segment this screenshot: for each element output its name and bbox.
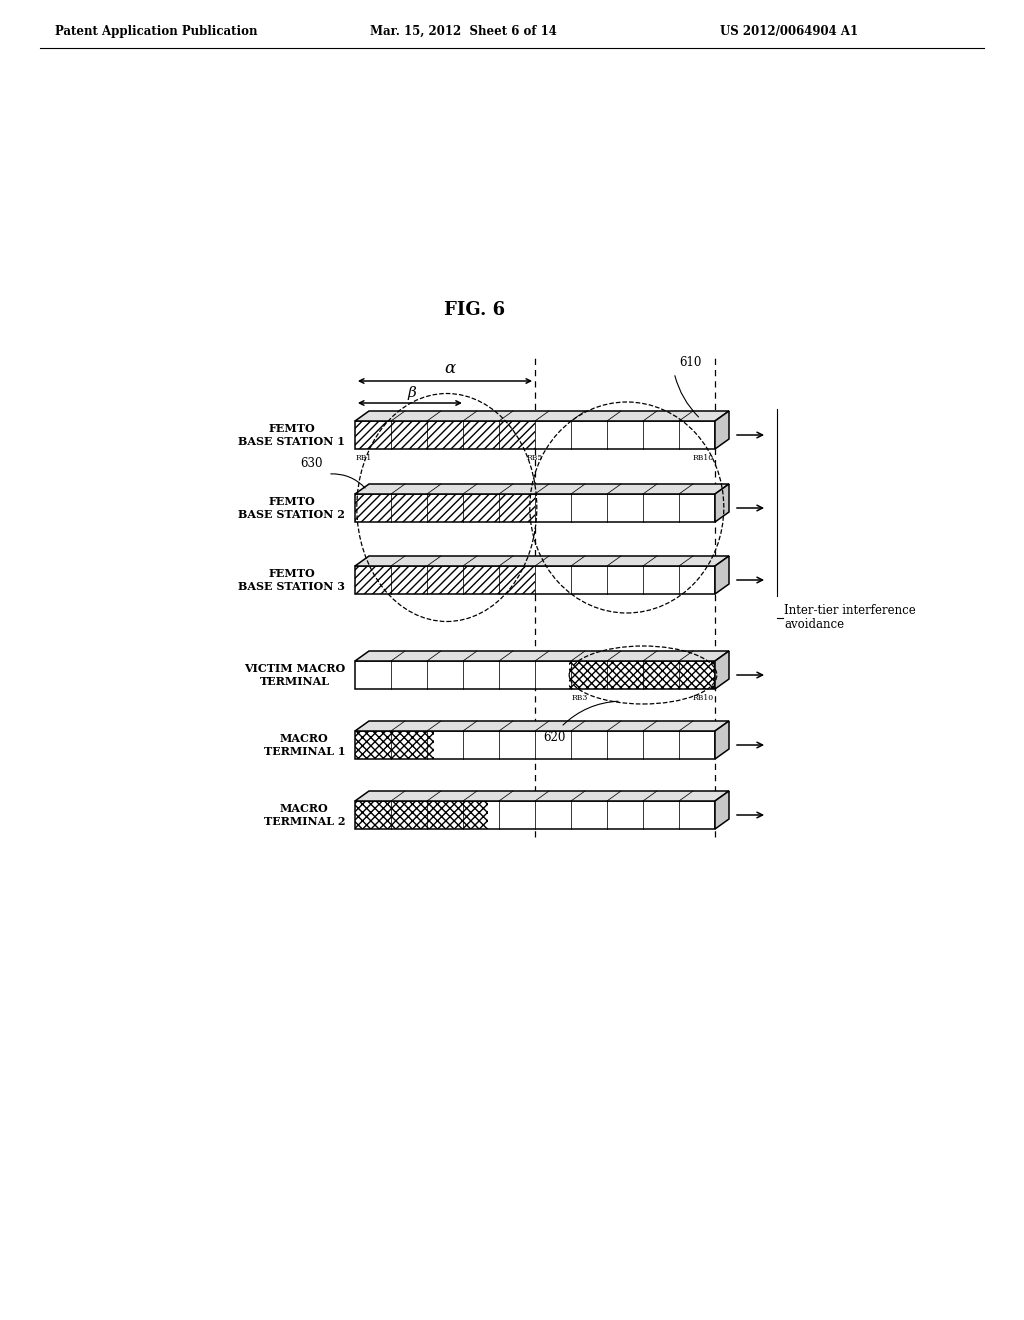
Bar [355,494,715,521]
Text: RB5: RB5 [527,454,543,462]
Text: Patent Application Publication: Patent Application Publication [55,25,257,38]
Text: Inter-tier interference
avoidance: Inter-tier interference avoidance [784,603,915,631]
Text: FIG. 6: FIG. 6 [444,301,506,319]
Text: α: α [444,360,456,378]
Text: 630: 630 [300,457,323,470]
Polygon shape [355,721,729,731]
Polygon shape [715,484,729,521]
Bar [355,801,488,829]
Text: MACRO
TERMINAL 2: MACRO TERMINAL 2 [263,803,345,826]
Polygon shape [715,411,729,449]
Text: RB1: RB1 [356,454,373,462]
Polygon shape [715,791,729,829]
Polygon shape [355,411,729,421]
Polygon shape [355,791,729,801]
Text: FEMTO
BASE STATION 1: FEMTO BASE STATION 1 [239,424,345,447]
Text: RB3: RB3 [571,694,588,702]
Text: FEMTO
BASE STATION 2: FEMTO BASE STATION 2 [239,496,345,520]
Bar [569,661,715,689]
Text: 610: 610 [679,356,701,370]
Text: VICTIM MACRO
TERMINAL: VICTIM MACRO TERMINAL [244,663,345,686]
Text: 620: 620 [543,731,565,744]
Polygon shape [715,721,729,759]
Bar [355,801,715,829]
Polygon shape [715,556,729,594]
Text: FEMTO
BASE STATION 3: FEMTO BASE STATION 3 [238,568,345,591]
Bar [355,566,715,594]
Bar [355,421,535,449]
Text: RB10: RB10 [693,694,714,702]
Bar [355,566,535,594]
Text: Mar. 15, 2012  Sheet 6 of 14: Mar. 15, 2012 Sheet 6 of 14 [370,25,557,38]
Polygon shape [355,556,729,566]
Polygon shape [715,651,729,689]
Polygon shape [355,651,729,661]
Bar [355,661,715,689]
Text: RB10: RB10 [693,454,714,462]
Text: US 2012/0064904 A1: US 2012/0064904 A1 [720,25,858,38]
Text: β: β [408,385,417,400]
Bar [355,731,434,759]
Bar [355,494,535,521]
Bar [355,421,715,449]
Polygon shape [355,484,729,494]
Text: MACRO
TERMINAL 1: MACRO TERMINAL 1 [263,733,345,756]
Bar [355,731,715,759]
